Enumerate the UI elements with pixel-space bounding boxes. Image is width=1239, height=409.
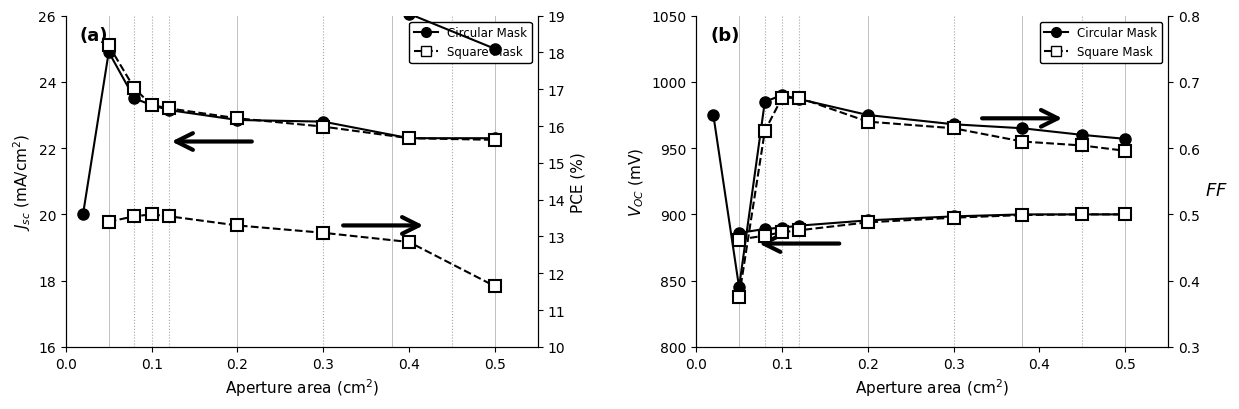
Y-axis label: PCE (%): PCE (%) xyxy=(571,151,586,212)
Y-axis label: $V_{OC}$ (mV): $V_{OC}$ (mV) xyxy=(627,147,646,216)
Y-axis label: $J_{sc}$ (mA/cm$^2$): $J_{sc}$ (mA/cm$^2$) xyxy=(11,133,32,230)
Text: (a): (a) xyxy=(81,27,109,45)
X-axis label: Aperture area (cm$^2$): Aperture area (cm$^2$) xyxy=(224,376,379,398)
Y-axis label: $FF$: $FF$ xyxy=(1206,182,1228,200)
Legend: Circular Mask, Square Mask: Circular Mask, Square Mask xyxy=(1040,22,1162,64)
Legend: Circular Mask, Square Mask: Circular Mask, Square Mask xyxy=(409,22,532,64)
Text: (b): (b) xyxy=(710,27,740,45)
X-axis label: Aperture area (cm$^2$): Aperture area (cm$^2$) xyxy=(855,376,1010,398)
